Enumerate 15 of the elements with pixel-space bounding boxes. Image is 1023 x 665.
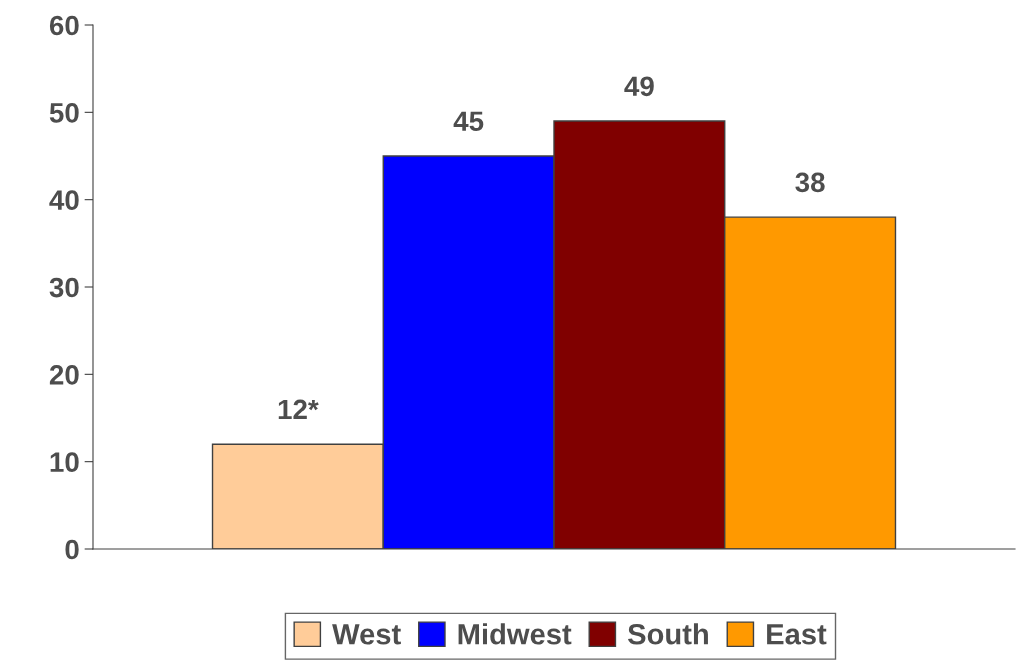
- y-tick-label: 10: [50, 452, 79, 473]
- y-tick-label: 50: [49, 103, 79, 123]
- legend-label: East: [767, 624, 827, 645]
- data-label: 49: [624, 76, 654, 97]
- y-tick-label: 0: [65, 539, 79, 560]
- y-tick-label: 60: [49, 15, 79, 36]
- data-label: 12*: [278, 399, 319, 419]
- data-label: 45: [453, 111, 484, 132]
- y-tick-label: 30: [49, 277, 79, 298]
- y-tick-label: 20: [49, 365, 79, 385]
- legend-label: West: [332, 624, 401, 645]
- legend-label: Midwest: [458, 623, 572, 645]
- y-tick-label: 40: [49, 190, 79, 211]
- data-label: 38: [795, 172, 825, 193]
- legend-label: South: [627, 623, 708, 645]
